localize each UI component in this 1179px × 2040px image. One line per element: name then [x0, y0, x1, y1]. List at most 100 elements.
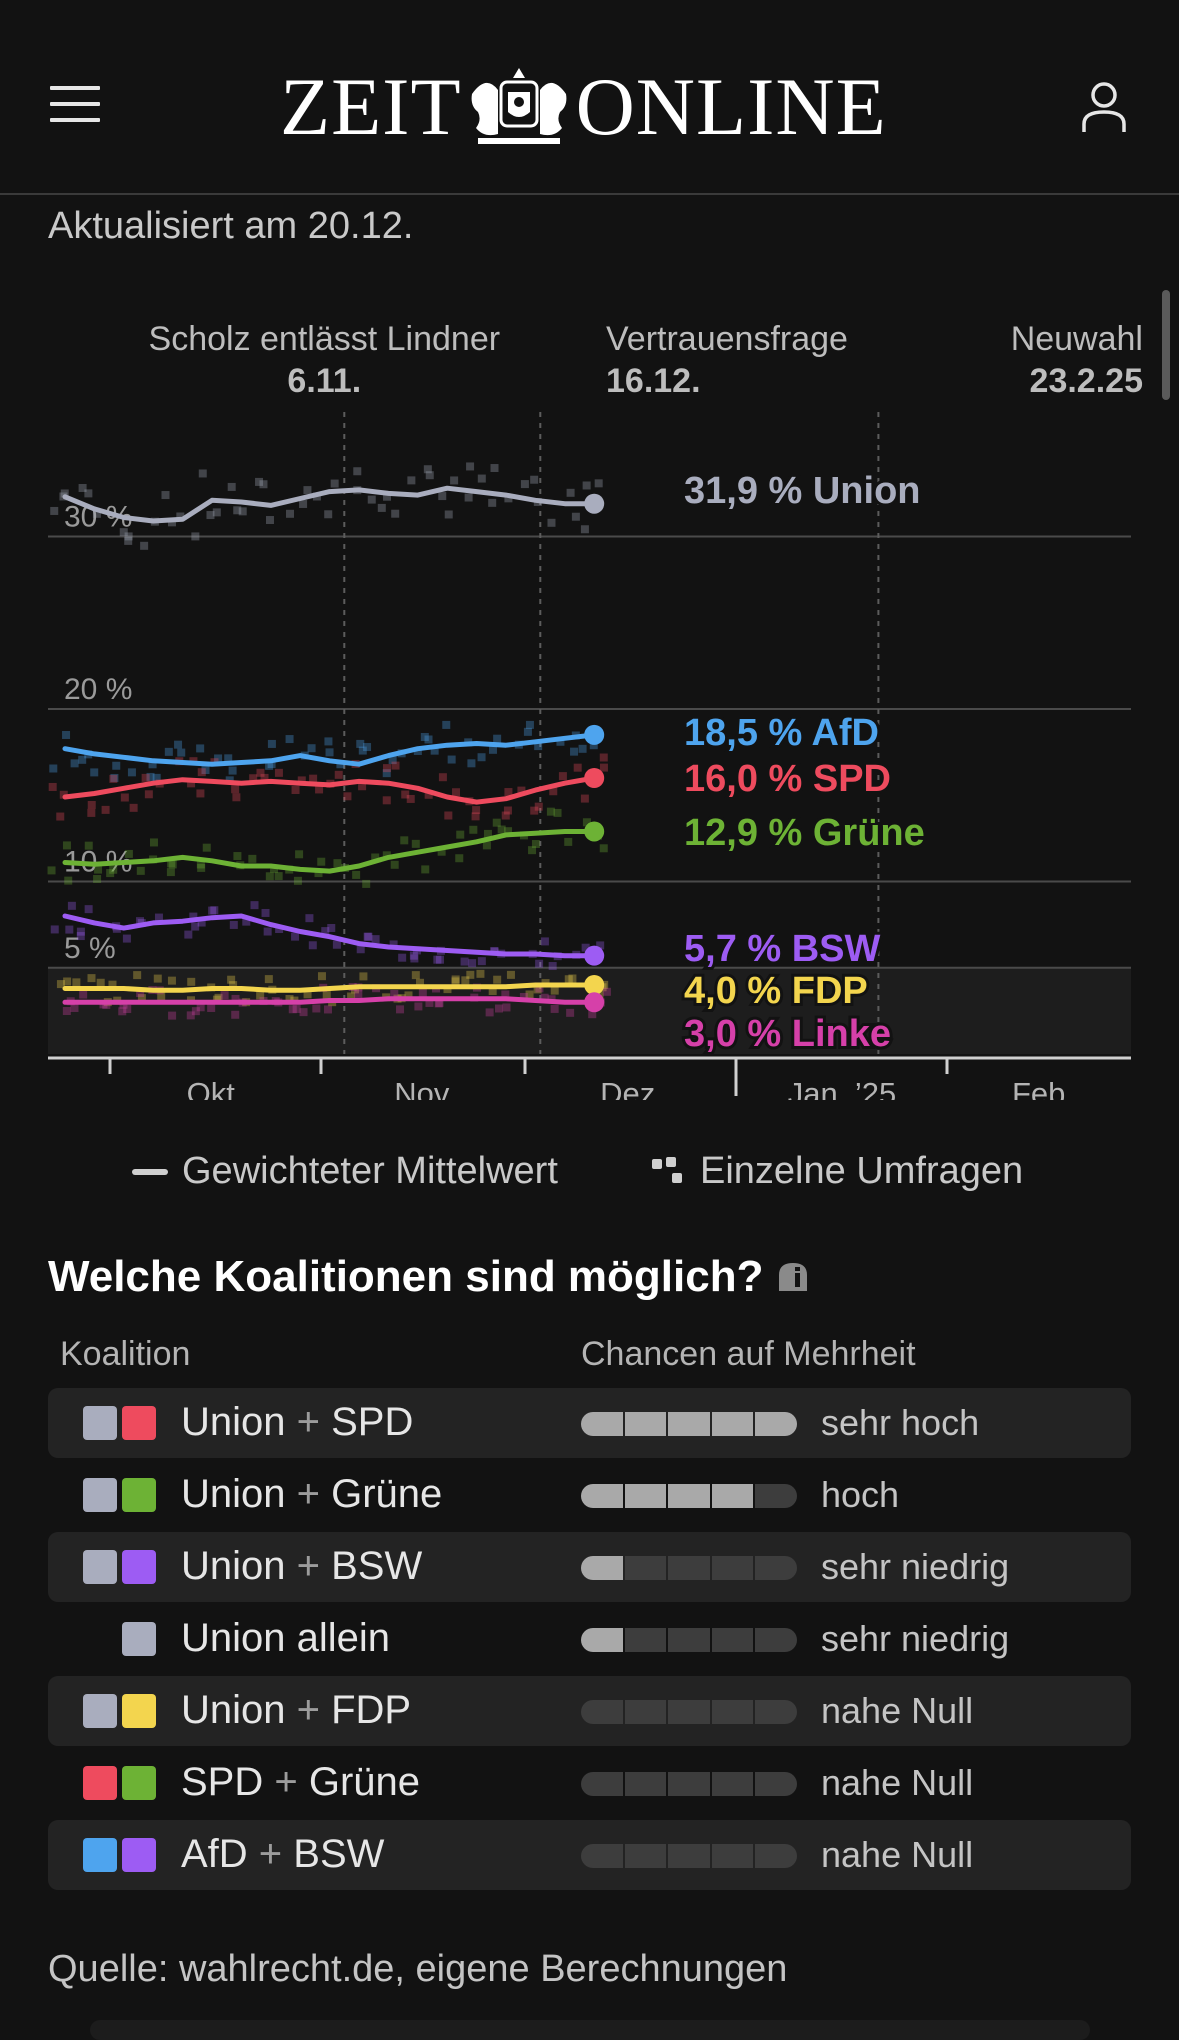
poll-dot	[50, 925, 59, 934]
party-color-swatch	[122, 1406, 156, 1440]
poll-dot	[148, 760, 157, 769]
poll-dot	[506, 970, 515, 979]
poll-dot	[315, 785, 324, 794]
eagle-crest-icon	[471, 68, 566, 144]
poll-dot	[371, 853, 380, 862]
coalition-row[interactable]: Union + SPD sehr hoch	[48, 1388, 1131, 1458]
poll-dot	[334, 770, 343, 779]
scrollbar-thumb[interactable]	[1162, 290, 1170, 400]
chance-label: nahe Null	[821, 1834, 974, 1875]
legend-mean: Gewichteter Mittelwert	[132, 1150, 558, 1193]
poll-dot	[161, 491, 170, 500]
poll-dot	[65, 925, 74, 934]
poll-dot	[353, 467, 362, 476]
coalition-row[interactable]: Union + Grüne hoch	[48, 1460, 1131, 1530]
poll-dot	[174, 740, 183, 749]
poll-dot	[157, 992, 166, 1001]
poll-dot	[599, 753, 608, 762]
poll-dot	[416, 978, 425, 987]
poll-dot	[118, 1007, 127, 1016]
poll-dot	[492, 818, 501, 827]
poll-dot	[477, 474, 486, 483]
hamburger-menu-icon[interactable]	[50, 86, 100, 122]
plus-sign: +	[247, 1832, 294, 1876]
poll-dot	[444, 811, 453, 820]
poll-dot	[504, 494, 513, 503]
chance-meter-segment	[624, 1412, 667, 1436]
poll-dot	[84, 905, 93, 914]
poll-dot	[168, 1011, 177, 1020]
poll-dot	[267, 759, 276, 768]
poll-dot	[456, 830, 465, 839]
poll-dot	[447, 755, 456, 764]
poll-dot	[70, 759, 79, 768]
coalition-label: AfD + BSW	[181, 1832, 384, 1877]
poll-dot	[299, 1008, 308, 1017]
poll-dot	[227, 482, 236, 491]
poll-dot	[303, 486, 312, 495]
poll-dot	[144, 790, 153, 799]
poll-dot	[224, 754, 233, 763]
event-label: Scholz entlässt Lindner	[149, 320, 501, 358]
party-name: Grüne	[308, 1760, 421, 1804]
poll-dot	[534, 742, 543, 751]
poll-dot	[528, 846, 537, 855]
party-name: BSW	[293, 1832, 385, 1876]
party-name: FDP	[331, 1688, 412, 1732]
chance-meter-segment	[581, 1412, 623, 1436]
poll-dot	[540, 937, 549, 946]
poll-dot	[149, 838, 158, 847]
poll-dot	[411, 839, 420, 848]
coalition-label: Union allein	[181, 1616, 390, 1661]
poll-dot	[490, 464, 499, 473]
poll-dot	[60, 489, 69, 498]
chance-meter-segment	[624, 1700, 667, 1724]
chance-meter-segment	[711, 1700, 754, 1724]
coalition-label: Union + FDP	[181, 1688, 411, 1733]
poll-dot	[494, 1004, 503, 1013]
poll-dot	[421, 865, 430, 874]
poll-dot	[184, 930, 193, 939]
x-tick-label: Dez.	[600, 1076, 664, 1100]
poll-dot	[504, 788, 513, 797]
poll-dot	[308, 941, 317, 950]
coalition-row[interactable]: Union + BSW sehr niedrig	[48, 1532, 1131, 1602]
plus-sign: +	[263, 1760, 309, 1804]
poll-dot	[295, 850, 304, 859]
poll-dot	[56, 812, 65, 821]
poll-dot	[411, 971, 420, 980]
poll-dot	[535, 984, 544, 993]
poll-dot	[166, 868, 175, 877]
poll-dot	[305, 914, 314, 923]
coalition-row[interactable]: Union allein sehr niedrig	[48, 1604, 1131, 1674]
poll-dot	[356, 739, 365, 748]
poll-dot	[255, 477, 264, 486]
site-logo[interactable]: ZEIT ONLINE	[280, 64, 900, 150]
poll-dot	[564, 975, 573, 984]
info-icon[interactable]	[777, 1261, 811, 1293]
poll-dot	[191, 532, 200, 541]
poll-dot	[420, 732, 429, 741]
poll-dot	[423, 465, 432, 474]
poll-chart: 30 %20 %10 %5 % Scholz entlässt Lindner6…	[47, 320, 1143, 1100]
poll-dot	[191, 1007, 200, 1016]
coalition-label: Union + BSW	[181, 1544, 422, 1589]
party-color-swatch	[83, 1838, 117, 1872]
coalition-row[interactable]: Union + FDP nahe Null	[48, 1676, 1131, 1746]
poll-dot	[214, 754, 223, 763]
poll-dot	[582, 818, 591, 827]
chance-meter-segment	[624, 1484, 667, 1508]
poll-dot	[187, 977, 196, 986]
coalition-row[interactable]: AfD + BSW nahe Null	[48, 1820, 1131, 1890]
event-date: 23.2.25	[1030, 362, 1143, 400]
poll-dot	[471, 812, 480, 821]
legend-mean-label: Gewichteter Mittelwert	[182, 1150, 558, 1192]
poll-dot	[434, 999, 443, 1008]
poll-dot	[324, 510, 333, 519]
series-line-spd	[62, 775, 597, 805]
chance-meter-segment	[755, 1484, 797, 1508]
coalition-row[interactable]: SPD + Grüne nahe Null	[48, 1748, 1131, 1818]
poll-dot	[531, 840, 540, 849]
poll-dot	[109, 865, 118, 874]
user-icon[interactable]	[1080, 80, 1128, 134]
